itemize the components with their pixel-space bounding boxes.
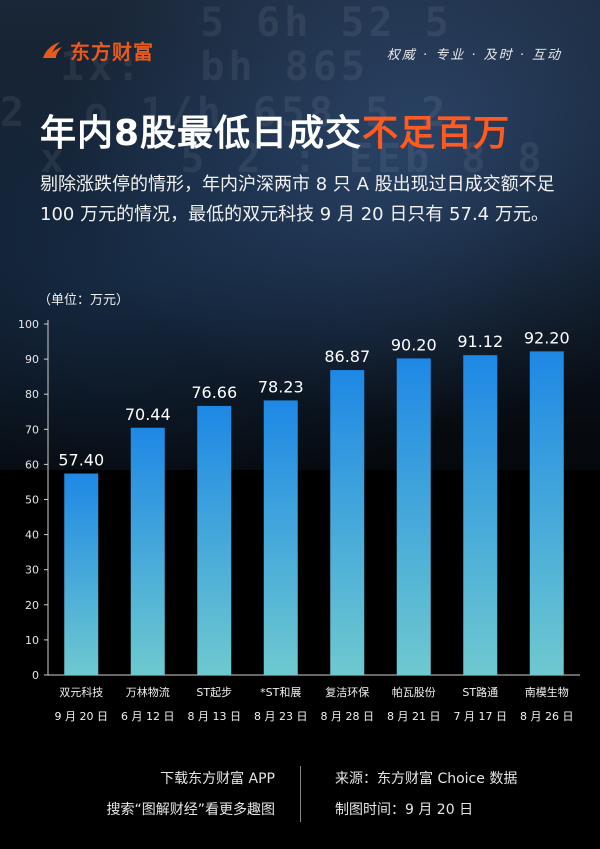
bar-value-label: 91.12 [457, 332, 503, 351]
y-tick-label: 40 [25, 529, 39, 542]
bar [64, 473, 99, 675]
y-tick-label: 20 [25, 599, 39, 612]
footer-search-text: 搜索“图解财经”看更多趣图 [106, 802, 275, 818]
x-category-label: ST路通 [462, 686, 498, 699]
x-category-label: 南模生物 [525, 685, 569, 699]
x-category-label: ST起步 [196, 686, 232, 699]
brand-logo: 东方财富 [40, 36, 154, 64]
unit-label: （单位：万元） [38, 293, 130, 308]
bar-value-label: 57.40 [58, 451, 104, 470]
bar [529, 351, 564, 675]
x-date-label: 6 月 12 日 [121, 710, 175, 723]
bar [197, 405, 232, 675]
y-tick-label: 50 [25, 494, 39, 507]
header-background: 5 6h 52 5 1x: bh 865 2 o 1/h 658 5 2 x 5… [0, 0, 600, 470]
footer-download-info: 下载东方财富 APP 搜索“图解财经”看更多趣图 [106, 764, 275, 826]
slogan: 权威 · 专业 · 及时 · 互动 [386, 48, 562, 63]
footer-source-text: 来源：东方财富 Choice 数据 [335, 771, 518, 787]
x-date-label: 8 月 13 日 [188, 710, 242, 723]
decorative-code-text: 2 o 1/h 658 5 2 [0, 90, 450, 136]
footer-download-text: 下载东方财富 APP [160, 771, 275, 787]
bar-value-label: 78.23 [258, 377, 304, 396]
bar [263, 400, 298, 675]
bar [463, 355, 498, 675]
footer-divider [300, 766, 301, 822]
bar-value-label: 70.44 [125, 405, 171, 424]
bar-value-label: 86.87 [324, 347, 370, 366]
decorative-code-text: 5 6h 52 5 [200, 0, 453, 46]
bar-value-label: 76.66 [191, 383, 237, 402]
x-category-label: 万林物流 [126, 685, 170, 699]
bar [130, 427, 165, 675]
x-category-label: 帕瓦股份 [392, 685, 436, 699]
flame-logo-icon [43, 42, 62, 58]
x-date-label: 8 月 26 日 [520, 710, 574, 723]
page-title: 年内8股最低日成交不足百万 [40, 104, 510, 156]
description: 剔除涨跌停的情形，年内沪深两市 8 只 A 股出现过日成交额不足 100 万元的… [40, 174, 555, 225]
title-highlight: 不足百万 [362, 113, 511, 154]
brand-name: 东方财富 [70, 39, 154, 64]
y-tick-label: 10 [25, 634, 39, 647]
x-category-label: 双元科技 [59, 685, 103, 699]
bar [396, 358, 431, 675]
footer-source-info: 来源：东方财富 Choice 数据 制图时间：9 月 20 日 [335, 764, 517, 826]
x-category-label: 复洁环保 [325, 685, 369, 699]
y-tick-label: 80 [25, 388, 39, 401]
x-category-label: *ST和展 [260, 686, 301, 699]
y-tick-label: 30 [25, 564, 39, 577]
x-date-label: 7 月 17 日 [454, 710, 508, 723]
x-date-label: 8 月 21 日 [387, 710, 441, 723]
title-main: 年内8股最低日成交 [40, 113, 363, 154]
y-tick-label: 90 [25, 353, 39, 366]
x-date-label: 8 月 28 日 [321, 710, 375, 723]
y-tick-label: 100 [18, 318, 39, 331]
decorative-code-text: x 5 2 : EEb 8 8 [40, 136, 546, 182]
bar-value-label: 92.20 [524, 328, 570, 347]
y-tick-label: 0 [32, 669, 39, 682]
bar-value-label: 90.20 [391, 335, 437, 354]
y-tick-label: 60 [25, 458, 39, 471]
decorative-code-text: 1x: bh 865 [60, 44, 369, 90]
bar [330, 370, 365, 675]
y-tick-label: 70 [25, 423, 39, 436]
x-date-label: 8 月 23 日 [254, 710, 308, 723]
x-date-label: 9 月 20 日 [55, 710, 109, 723]
footer-date-text: 制图时间：9 月 20 日 [335, 802, 474, 818]
